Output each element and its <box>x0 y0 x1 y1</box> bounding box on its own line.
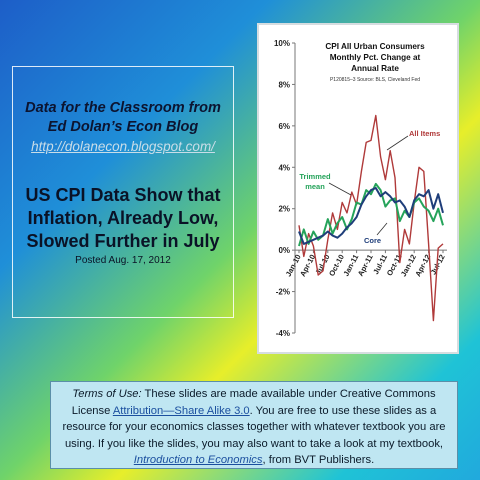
cpi-chart: 10% 8% 6% 4% 2% 0% -2% -4% Jan-10 Apr-10 Jul-10 Oc… <box>257 23 459 354</box>
title-panel: Data for the Classroom from Ed Dolan’s E… <box>12 66 234 318</box>
arrow-trimmed-mean <box>328 182 352 196</box>
headline-line-3: Slowed Further in July <box>26 231 220 251</box>
y-tick-label: 8% <box>278 80 290 89</box>
posted-date: Posted Aug. 17, 2012 <box>75 255 171 266</box>
textbook-link[interactable]: Introduction to Economics <box>133 454 263 466</box>
blog-intro: Data for the Classroom from <box>25 100 221 116</box>
chart-title: Monthly Pct. Change at <box>330 53 421 62</box>
y-tick-label: 2% <box>278 205 290 214</box>
license-link[interactable]: Attribution—Share Alike 3.0 <box>112 404 250 417</box>
series-line-all-items <box>298 114 444 322</box>
y-tick-label: -2% <box>276 288 290 297</box>
terms-text-3: , from BVT Publishers. <box>262 454 375 466</box>
y-tick-label: 0% <box>278 246 290 255</box>
chart-source: P120815–3 Source: BLS, Cleveland Fed <box>330 77 420 83</box>
y-tick-label: 10% <box>274 39 290 48</box>
chart-title: CPI All Urban Consumers <box>325 42 425 51</box>
series-label-all-items: All Items <box>409 129 440 138</box>
series-line-core <box>298 187 444 245</box>
y-tick-label: 4% <box>278 163 290 172</box>
terms-text-1: These slides are made available under Cr… <box>71 388 436 417</box>
page-title: US CPI Data Show that Inflation, Already… <box>13 184 233 253</box>
headline-line-2: Inflation, Already Low, <box>27 208 219 228</box>
terms-of-use: Terms of Use: These slides are made avai… <box>50 381 458 469</box>
y-tick-label: -4% <box>276 329 290 338</box>
series-label-trimmed-mean-2: mean <box>305 182 325 191</box>
blog-name: Ed Dolan’s Econ Blog <box>47 119 199 135</box>
arrow-all-items <box>386 135 409 151</box>
blog-url-link[interactable]: http://dolanecon.blogspot.com/ <box>31 139 215 154</box>
chart-svg: 10% 8% 6% 4% 2% 0% -2% -4% Jan-10Apr-10Jul-10Oc… <box>274 39 447 338</box>
series-label-trimmed-mean: Trimmed <box>299 172 331 181</box>
chart-series <box>298 114 444 322</box>
terms-label: Terms of Use: <box>72 388 142 400</box>
terms-text-2: . You are free to use these slides as a … <box>62 404 446 450</box>
y-axis: 10% 8% 6% 4% 2% 0% -2% -4% <box>274 39 296 338</box>
x-axis: Jan-10Apr-10Jul-10Oct-10Jan-11Apr-11Jul-… <box>284 249 447 278</box>
chart-annotations: CPI All Urban Consumers Monthly Pct. Chan… <box>299 42 440 245</box>
headline-line-1: US CPI Data Show that <box>25 185 221 205</box>
chart-title: Annual Rate <box>351 64 399 73</box>
y-tick-label: 6% <box>278 122 290 131</box>
series-label-core: Core <box>364 236 381 245</box>
arrow-core <box>376 222 388 236</box>
